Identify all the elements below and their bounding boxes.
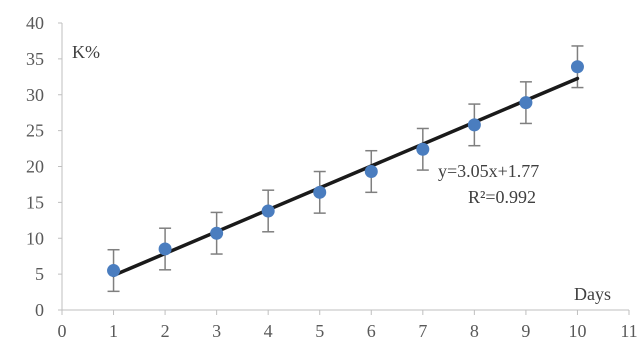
y-tick-label: 10 xyxy=(26,228,44,248)
axes xyxy=(58,22,630,315)
tick-labels: 0 1 2 3 4 5 6 7 8 9 10 11 0 5 10 15 20 25 30 35 40 xyxy=(26,13,638,341)
x-tick-label: 0 xyxy=(58,321,67,341)
y-axis-title: K% xyxy=(72,42,100,62)
y-tick-label: 20 xyxy=(26,157,44,177)
data-point xyxy=(467,118,481,132)
y-tick-label: 25 xyxy=(26,121,44,141)
data-point xyxy=(570,60,584,74)
y-tick-label: 0 xyxy=(35,300,44,320)
x-tick-label: 10 xyxy=(568,321,586,341)
data-points xyxy=(107,60,584,278)
x-tick-label: 6 xyxy=(367,321,376,341)
x-axis-title: Days xyxy=(574,284,611,304)
x-tick-label: 4 xyxy=(264,321,273,341)
y-tick-label: 15 xyxy=(26,192,44,212)
x-tick-label: 7 xyxy=(418,321,427,341)
data-point xyxy=(519,96,533,110)
data-point xyxy=(416,142,430,156)
trendline xyxy=(111,76,580,278)
data-point xyxy=(107,264,121,278)
r-squared-value: R²=0.992 xyxy=(468,187,536,207)
data-point xyxy=(210,226,224,240)
x-tick-label: 11 xyxy=(620,321,637,341)
x-tick-label: 2 xyxy=(161,321,170,341)
trendline-equation: y=3.05x+1.77 xyxy=(438,161,539,181)
y-tick-label: 30 xyxy=(26,85,44,105)
data-point xyxy=(364,165,378,179)
data-point xyxy=(158,242,172,256)
data-point xyxy=(313,185,327,199)
x-tick-label: 9 xyxy=(521,321,530,341)
x-tick-label: 1 xyxy=(109,321,118,341)
y-tick-label: 40 xyxy=(26,13,44,33)
data-point xyxy=(261,204,275,218)
x-tick-label: 3 xyxy=(212,321,221,341)
y-tick-label: 5 xyxy=(35,264,44,284)
x-tick-label: 8 xyxy=(470,321,479,341)
y-tick-label: 35 xyxy=(26,49,44,69)
x-tick-label: 5 xyxy=(315,321,324,341)
